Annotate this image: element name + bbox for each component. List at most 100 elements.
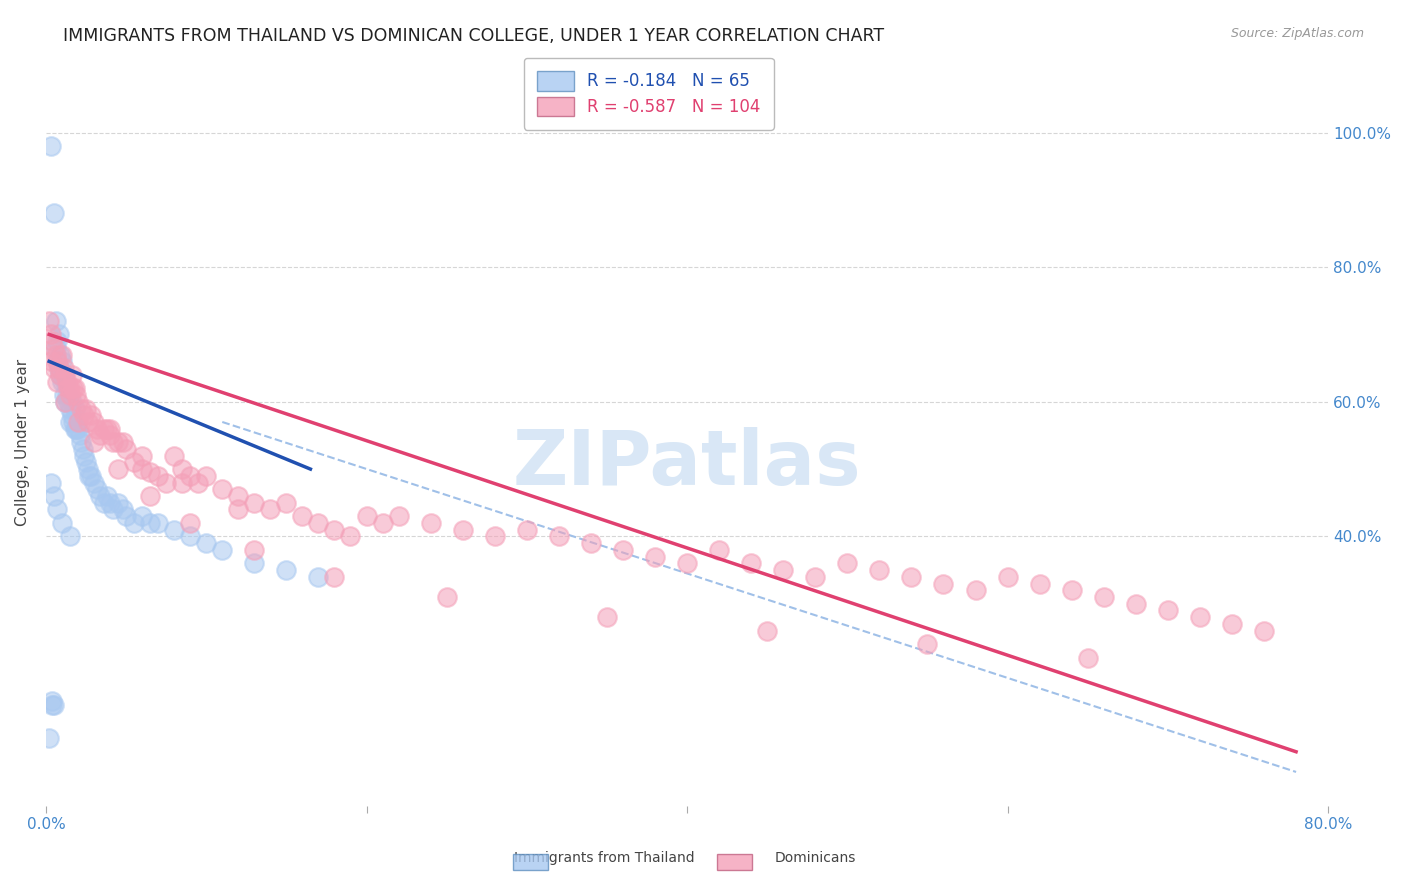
Point <box>115 509 138 524</box>
Point <box>276 563 298 577</box>
Text: IMMIGRANTS FROM THAILAND VS DOMINICAN COLLEGE, UNDER 1 YEAR CORRELATION CHART: IMMIGRANTS FROM THAILAND VS DOMINICAN CO… <box>63 27 884 45</box>
Point <box>187 475 209 490</box>
Point <box>59 388 82 402</box>
Point <box>1092 590 1115 604</box>
Point <box>76 415 98 429</box>
Point <box>52 361 75 376</box>
Point <box>58 394 80 409</box>
Point <box>644 549 666 564</box>
Point <box>291 509 314 524</box>
Point <box>53 368 76 382</box>
Point <box>1077 650 1099 665</box>
Point <box>179 529 201 543</box>
Y-axis label: College, Under 1 year: College, Under 1 year <box>15 359 30 525</box>
Point <box>70 435 93 450</box>
Point <box>868 563 890 577</box>
Point <box>52 388 75 402</box>
Point <box>436 590 458 604</box>
Text: Source: ZipAtlas.com: Source: ZipAtlas.com <box>1230 27 1364 40</box>
Point <box>75 455 97 469</box>
Point <box>772 563 794 577</box>
Point <box>65 422 87 436</box>
Text: ZIPatlas: ZIPatlas <box>513 427 862 501</box>
Point <box>356 509 378 524</box>
Point <box>93 422 115 436</box>
Point <box>139 466 162 480</box>
Point <box>195 468 218 483</box>
Point <box>163 449 186 463</box>
Point <box>59 529 82 543</box>
Point <box>51 516 73 530</box>
Point <box>39 139 62 153</box>
Point <box>42 341 65 355</box>
Point <box>1220 616 1243 631</box>
Point <box>46 354 69 368</box>
Point <box>103 435 125 450</box>
Point <box>62 415 84 429</box>
Point <box>80 468 103 483</box>
Point <box>51 354 73 368</box>
Point <box>195 536 218 550</box>
Point <box>58 381 80 395</box>
Text: Immigrants from Thailand: Immigrants from Thailand <box>515 851 695 865</box>
Point <box>172 475 194 490</box>
Point <box>243 542 266 557</box>
Point <box>63 401 86 416</box>
Point <box>707 542 730 557</box>
Point <box>965 583 987 598</box>
Point <box>62 381 84 395</box>
Point <box>932 576 955 591</box>
Point <box>49 368 72 382</box>
Point <box>86 422 108 436</box>
Point <box>66 394 89 409</box>
Point <box>179 468 201 483</box>
Point <box>42 698 65 712</box>
Point <box>1028 576 1050 591</box>
Point <box>211 483 233 497</box>
Point <box>107 462 129 476</box>
Point <box>53 394 76 409</box>
Point <box>83 475 105 490</box>
Point <box>77 468 100 483</box>
Point <box>131 462 153 476</box>
Point <box>103 502 125 516</box>
Point <box>49 348 72 362</box>
Point <box>131 449 153 463</box>
Point <box>56 388 79 402</box>
Point <box>243 496 266 510</box>
Point <box>69 428 91 442</box>
Point <box>38 314 60 328</box>
Point <box>53 375 76 389</box>
Point <box>39 327 62 342</box>
Point <box>276 496 298 510</box>
Point <box>122 516 145 530</box>
Point <box>89 489 111 503</box>
Point <box>676 557 699 571</box>
Point <box>46 502 69 516</box>
Point <box>997 570 1019 584</box>
Point <box>146 468 169 483</box>
Point <box>65 388 87 402</box>
Point <box>48 327 70 342</box>
Point <box>46 334 69 349</box>
Point <box>63 422 86 436</box>
Point <box>579 536 602 550</box>
Text: Dominicans: Dominicans <box>775 851 856 865</box>
Point <box>1157 603 1180 617</box>
Point <box>86 483 108 497</box>
Point <box>51 348 73 362</box>
Point <box>63 381 86 395</box>
Point <box>1253 624 1275 638</box>
Point <box>419 516 441 530</box>
Point <box>60 394 83 409</box>
Point <box>56 375 79 389</box>
Point <box>115 442 138 456</box>
Point <box>172 462 194 476</box>
Point <box>371 516 394 530</box>
Point <box>259 502 281 516</box>
Point <box>72 442 94 456</box>
Point <box>76 462 98 476</box>
Point <box>60 409 83 423</box>
Point <box>107 435 129 450</box>
Point <box>307 570 329 584</box>
